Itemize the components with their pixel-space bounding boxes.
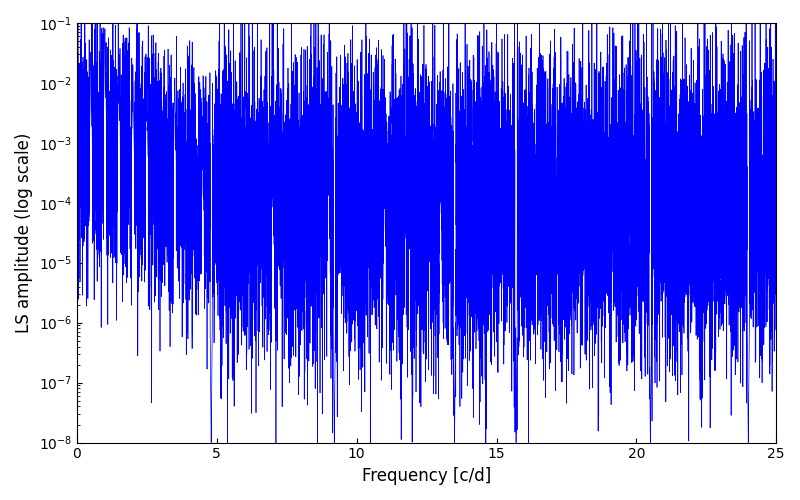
X-axis label: Frequency [c/d]: Frequency [c/d]: [362, 467, 491, 485]
Y-axis label: LS amplitude (log scale): LS amplitude (log scale): [15, 132, 33, 333]
